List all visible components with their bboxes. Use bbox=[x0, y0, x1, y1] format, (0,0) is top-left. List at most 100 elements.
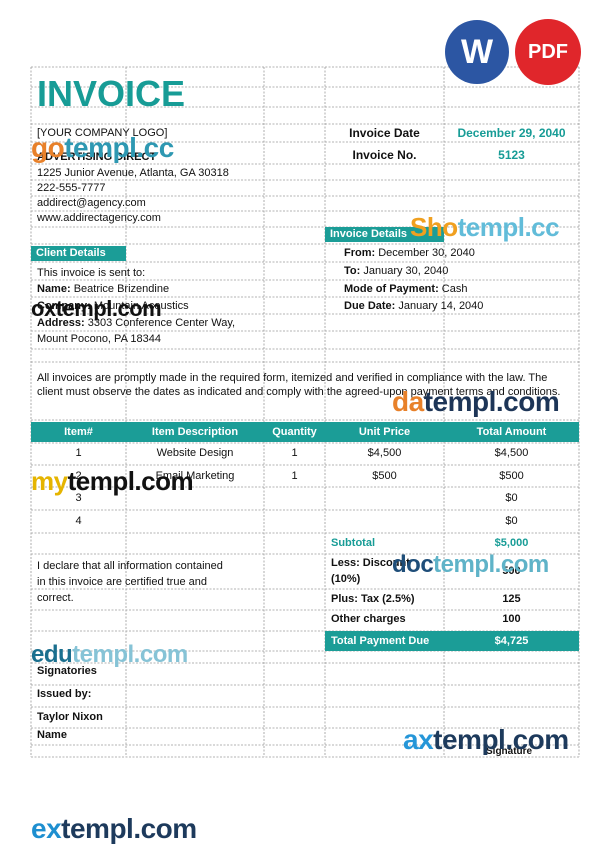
column-header: Item Description bbox=[151, 426, 239, 438]
declaration-line: correct. bbox=[37, 592, 74, 604]
tax: 125 bbox=[502, 593, 521, 605]
other: 100 bbox=[502, 613, 521, 625]
watermark-prefix: ox bbox=[31, 296, 56, 321]
declaration-line: in this invoice are certified true and bbox=[37, 576, 207, 588]
watermark-prefix: my bbox=[31, 466, 68, 496]
label: To: bbox=[344, 265, 361, 277]
name-label: Name bbox=[37, 729, 67, 741]
column-header: Unit Price bbox=[358, 426, 411, 438]
item-cell: 1 bbox=[291, 470, 298, 482]
watermark: extempl.com bbox=[31, 813, 197, 845]
client-address-2: Mount Pocono, PA 18344 bbox=[37, 333, 161, 345]
column-header: Total Amount bbox=[476, 426, 547, 438]
watermark-prefix: doc bbox=[392, 551, 434, 578]
client-heading: Client Details bbox=[31, 246, 126, 261]
issuer: Taylor Nixon bbox=[37, 711, 103, 723]
detail-due: Due Date: January 14, 2040 bbox=[344, 299, 483, 313]
watermark: Shotempl.cc bbox=[410, 212, 560, 242]
pdf-badge[interactable]: PDF bbox=[515, 19, 581, 85]
label: Mode of Payment: bbox=[344, 283, 439, 295]
detail-to: To: January 30, 2040 bbox=[344, 264, 448, 278]
watermark-rest: templ.com bbox=[55, 296, 162, 321]
item-cell: 3 bbox=[75, 492, 82, 504]
watermark-prefix: Sho bbox=[410, 212, 458, 242]
label: Name: bbox=[37, 283, 71, 295]
watermark-rest: templ.cc bbox=[457, 212, 560, 242]
watermark-prefix: ax bbox=[403, 724, 434, 755]
item-cell: 1 bbox=[75, 447, 82, 459]
value: Cash bbox=[441, 283, 468, 295]
watermark: doctempl.com bbox=[392, 551, 549, 579]
watermark-prefix: edu bbox=[31, 641, 73, 668]
discount-label: (10%) bbox=[331, 573, 361, 585]
item-cell: Email Marketing bbox=[155, 470, 235, 482]
item-cell: 4 bbox=[75, 515, 82, 527]
company-website: www.addirectagency.com bbox=[37, 212, 161, 224]
discount: 500 bbox=[502, 565, 521, 577]
watermark-rest: templ.com bbox=[433, 551, 549, 578]
watermark-rest: templ.com bbox=[67, 466, 194, 496]
watermark: gotempl.cc bbox=[31, 132, 174, 164]
company-email: addirect@agency.com bbox=[37, 197, 146, 209]
subtotal: $5,000 bbox=[494, 537, 529, 549]
detail-from: From: December 30, 2040 bbox=[344, 246, 475, 260]
item-cell: 2 bbox=[75, 470, 82, 482]
watermark-rest: templ.com bbox=[433, 724, 569, 755]
invoice-no: 5123 bbox=[498, 148, 525, 162]
watermark: axtempl.com bbox=[403, 724, 569, 756]
value: December 30, 2040 bbox=[378, 247, 475, 259]
signature-label: Signature bbox=[486, 746, 533, 757]
watermark-rest: templ.com bbox=[72, 641, 188, 668]
value: January 14, 2040 bbox=[398, 300, 484, 312]
label: From: bbox=[344, 247, 376, 259]
watermark-prefix: go bbox=[31, 132, 65, 163]
item-cell: $4,500 bbox=[367, 447, 402, 459]
column-header: Item# bbox=[64, 426, 93, 438]
total: $4,725 bbox=[494, 635, 529, 647]
item-cell: 1 bbox=[291, 447, 298, 459]
label: Due Date: bbox=[344, 300, 396, 312]
tax-label: Plus: Tax (2.5%) bbox=[331, 593, 415, 605]
invoice-date: December 29, 2040 bbox=[457, 126, 566, 140]
value: January 30, 2040 bbox=[363, 265, 449, 277]
client-name: Name: Beatrice Brizendine bbox=[37, 282, 169, 296]
total-label: Total Payment Due bbox=[325, 631, 579, 651]
watermark: datempl.com bbox=[392, 386, 560, 418]
watermark: mytempl.com bbox=[31, 466, 194, 496]
item-cell: $500 bbox=[499, 470, 524, 482]
other-label: Other charges bbox=[331, 613, 406, 625]
declaration-line: I declare that all information contained bbox=[37, 560, 223, 572]
discount-label: Less: Discount bbox=[331, 557, 410, 569]
detail-mode: Mode of Payment: Cash bbox=[344, 282, 467, 296]
client-intro: This invoice is sent to: bbox=[37, 267, 146, 279]
watermark-prefix: ex bbox=[31, 813, 62, 844]
label: Company: bbox=[37, 300, 91, 312]
item-cell: $0 bbox=[505, 515, 518, 527]
subtotal-label: Subtotal bbox=[331, 537, 375, 549]
value: Beatrice Brizendine bbox=[73, 283, 170, 295]
column-header: Quantity bbox=[272, 426, 317, 438]
terms-line: All invoices are promptly made in the re… bbox=[37, 372, 548, 384]
value: Mountain Acoustics bbox=[93, 300, 189, 312]
watermark: oxtempl.com bbox=[31, 296, 162, 322]
watermark-rest: templ.cc bbox=[64, 132, 174, 163]
watermark-rest: templ.com bbox=[423, 386, 560, 417]
label: Address: bbox=[37, 317, 85, 329]
client-address: Address: 3303 Conference Center Way, bbox=[37, 316, 235, 330]
watermark: edutempl.com bbox=[31, 641, 188, 669]
invoice-date-label: Invoice Date bbox=[349, 126, 420, 140]
item-cell: $0 bbox=[505, 492, 518, 504]
item-cell: Website Design bbox=[156, 447, 234, 459]
company-name: ADVERTISING DIRECT bbox=[37, 151, 157, 163]
invoice-title: INVOICE bbox=[37, 73, 186, 114]
watermark-prefix: da bbox=[392, 386, 424, 417]
word-badge[interactable]: W bbox=[445, 20, 509, 84]
company-address: 1225 Junior Avenue, Atlanta, GA 30318 bbox=[37, 167, 229, 179]
signatories-heading: Signatories bbox=[37, 665, 97, 677]
terms-line: client must observe the dates as indicat… bbox=[37, 386, 561, 398]
client-company: Company: Mountain Acoustics bbox=[37, 299, 189, 313]
value: 3303 Conference Center Way, bbox=[87, 317, 236, 329]
